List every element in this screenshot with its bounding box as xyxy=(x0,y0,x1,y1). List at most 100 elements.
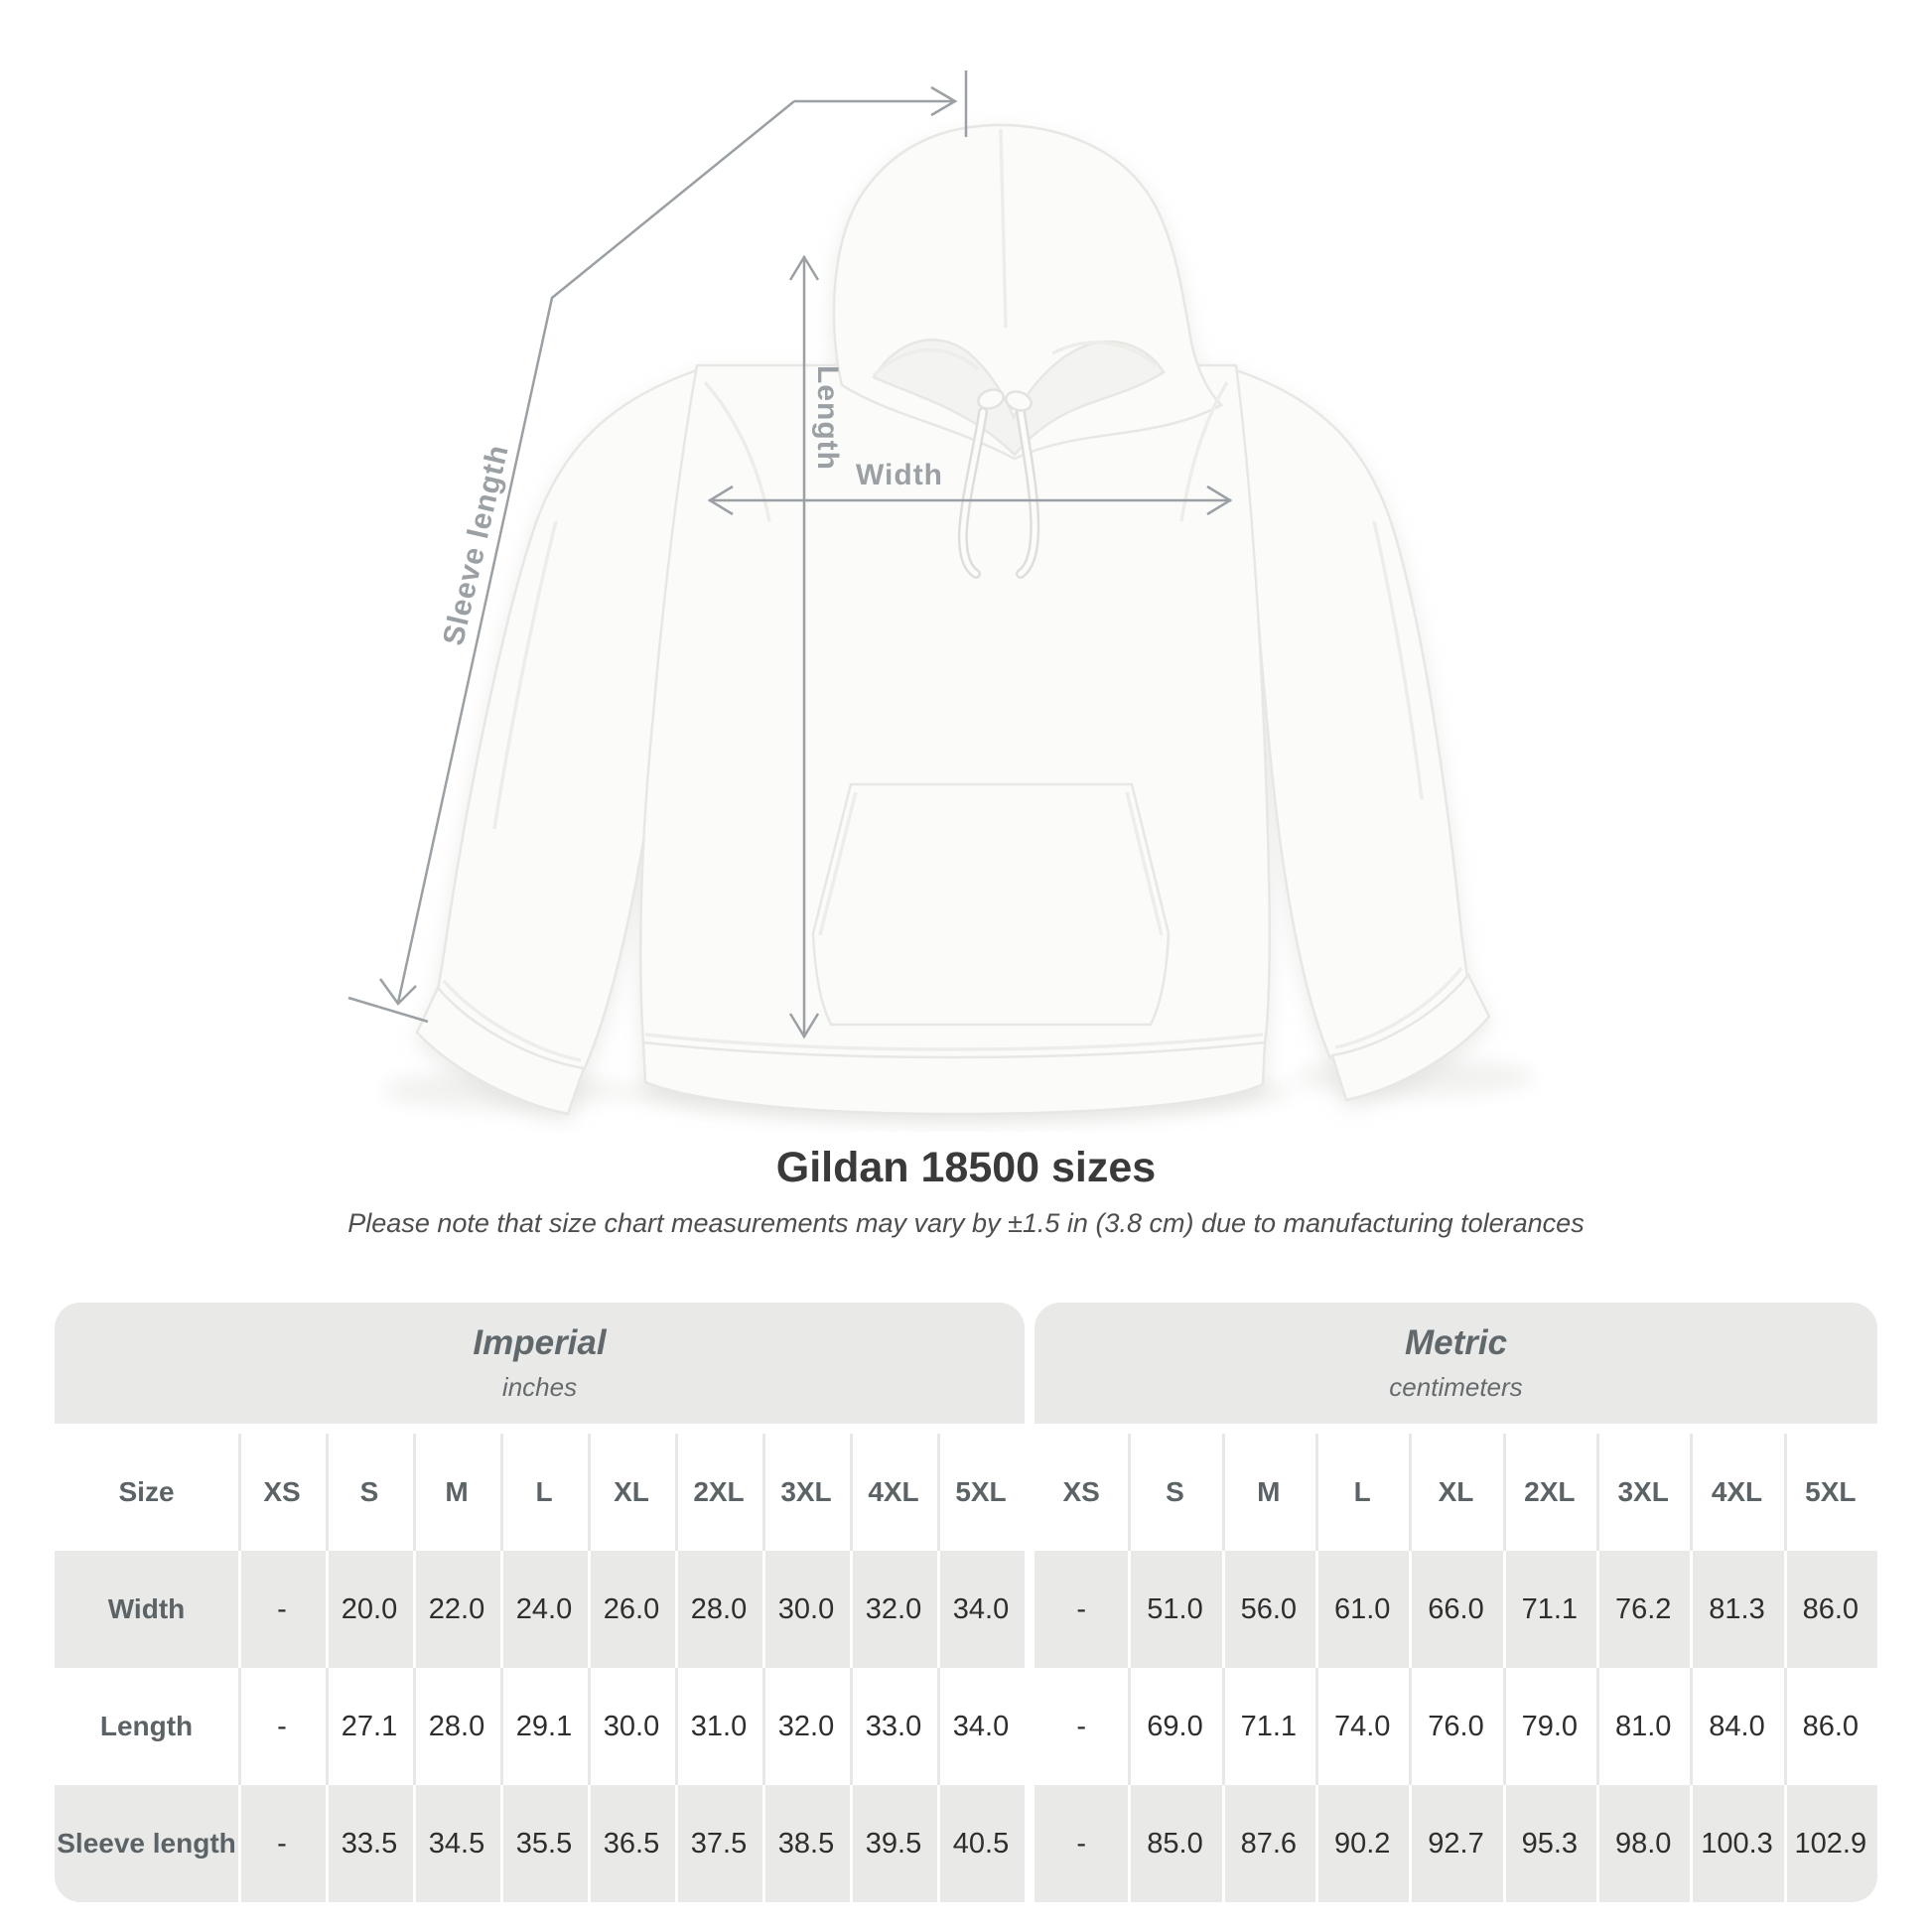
cell-sleeve-length-imperial-m: 34.5 xyxy=(413,1785,500,1902)
col-header-imperial-s: S xyxy=(326,1434,413,1551)
col-header-metric-l: L xyxy=(1315,1434,1410,1551)
column-gap-spacer xyxy=(1025,1785,1035,1902)
measurement-lines xyxy=(347,70,1233,1039)
column-gap-spacer xyxy=(1025,1434,1035,1551)
cell-length-metric-3xl: 81.0 xyxy=(1596,1668,1691,1785)
col-header-imperial-4xl: 4XL xyxy=(850,1434,937,1551)
column-gap-spacer xyxy=(1025,1668,1035,1785)
length-measure-label: Length xyxy=(811,365,844,471)
cell-width-metric-5xl: 86.0 xyxy=(1783,1551,1877,1668)
cell-sleeve-length-imperial-3xl: 38.5 xyxy=(762,1785,850,1902)
cell-width-metric-xl: 66.0 xyxy=(1409,1551,1503,1668)
cell-width-imperial-m: 22.0 xyxy=(413,1551,500,1668)
cell-sleeve-length-metric-m: 87.6 xyxy=(1221,1785,1315,1902)
imperial-band: Imperial inches xyxy=(55,1303,1025,1424)
col-header-metric-xl: XL xyxy=(1409,1434,1503,1551)
col-header-imperial-3xl: 3XL xyxy=(762,1434,850,1551)
band-gap xyxy=(55,1424,1877,1434)
cell-sleeve-length-imperial-2xl: 37.5 xyxy=(675,1785,762,1902)
title-block: Gildan 18500 sizes Please note that size… xyxy=(0,1144,1932,1239)
cell-sleeve-length-metric-5xl: 102.9 xyxy=(1783,1785,1877,1902)
row-label-length: Length xyxy=(55,1668,238,1785)
col-header-imperial-xs: XS xyxy=(238,1434,326,1551)
cell-sleeve-length-imperial-4xl: 39.5 xyxy=(850,1785,937,1902)
size-guide-figure: Length Width Sleeve length xyxy=(347,70,1534,1116)
cell-sleeve-length-metric-xs: - xyxy=(1035,1785,1129,1902)
garment-seams xyxy=(442,128,1463,1062)
cell-width-imperial-5xl: 34.0 xyxy=(937,1551,1025,1668)
cell-sleeve-length-imperial-xs: - xyxy=(238,1785,326,1902)
column-gap-spacer xyxy=(1025,1303,1035,1424)
cell-sleeve-length-imperial-5xl: 40.5 xyxy=(937,1785,1025,1902)
cell-length-metric-xl: 76.0 xyxy=(1409,1668,1503,1785)
cell-sleeve-length-imperial-s: 33.5 xyxy=(326,1785,413,1902)
length-arrow xyxy=(788,254,820,1039)
col-header-metric-3xl: 3XL xyxy=(1596,1434,1691,1551)
size-column-header: Size xyxy=(55,1434,238,1551)
col-header-imperial-2xl: 2XL xyxy=(675,1434,762,1551)
cell-sleeve-length-metric-4xl: 100.3 xyxy=(1690,1785,1784,1902)
width-measure-label: Width xyxy=(855,459,944,491)
cell-sleeve-length-metric-3xl: 98.0 xyxy=(1596,1785,1691,1902)
col-header-metric-4xl: 4XL xyxy=(1690,1434,1784,1551)
cell-sleeve-length-metric-l: 90.2 xyxy=(1315,1785,1410,1902)
metric-band-title: Metric xyxy=(1404,1323,1508,1362)
cell-length-metric-m: 71.1 xyxy=(1221,1668,1315,1785)
cell-sleeve-length-metric-xl: 92.7 xyxy=(1409,1785,1503,1902)
cell-length-metric-2xl: 79.0 xyxy=(1502,1668,1596,1785)
cell-width-metric-4xl: 81.3 xyxy=(1690,1551,1784,1668)
cell-length-metric-l: 74.0 xyxy=(1315,1668,1410,1785)
cell-width-imperial-xs: - xyxy=(238,1551,326,1668)
cell-length-imperial-xs: - xyxy=(238,1668,326,1785)
cell-length-imperial-l: 29.1 xyxy=(500,1668,588,1785)
cell-width-metric-m: 56.0 xyxy=(1221,1551,1315,1668)
col-header-imperial-xl: XL xyxy=(588,1434,675,1551)
tolerance-note: Please note that size chart measurements… xyxy=(347,1208,1585,1238)
cell-width-imperial-2xl: 28.0 xyxy=(675,1551,762,1668)
cell-length-imperial-xl: 30.0 xyxy=(588,1668,675,1785)
imperial-band-unit: inches xyxy=(501,1372,578,1402)
col-header-metric-2xl: 2XL xyxy=(1502,1434,1596,1551)
hoodie-product-image xyxy=(382,123,1534,1116)
col-header-imperial-m: M xyxy=(413,1434,500,1551)
col-header-metric-s: S xyxy=(1128,1434,1222,1551)
col-header-metric-xs: XS xyxy=(1035,1434,1129,1551)
column-gap-spacer xyxy=(1025,1551,1035,1668)
cell-width-imperial-l: 24.0 xyxy=(500,1551,588,1668)
col-header-metric-5xl: 5XL xyxy=(1783,1434,1877,1551)
cell-width-imperial-3xl: 30.0 xyxy=(762,1551,850,1668)
cell-width-metric-s: 51.0 xyxy=(1128,1551,1222,1668)
metric-band-unit: centimeters xyxy=(1389,1372,1523,1402)
cell-length-metric-4xl: 84.0 xyxy=(1690,1668,1784,1785)
cell-length-imperial-s: 27.1 xyxy=(326,1668,413,1785)
cell-width-metric-xs: - xyxy=(1035,1551,1129,1668)
cell-width-imperial-s: 20.0 xyxy=(326,1551,413,1668)
page-title: Gildan 18500 sizes xyxy=(775,1144,1157,1191)
col-header-imperial-l: L xyxy=(500,1434,588,1551)
cell-length-imperial-m: 28.0 xyxy=(413,1668,500,1785)
col-header-metric-m: M xyxy=(1221,1434,1315,1551)
cell-length-imperial-2xl: 31.0 xyxy=(675,1668,762,1785)
metric-band: Metric centimeters xyxy=(1035,1303,1877,1424)
cell-length-imperial-4xl: 33.0 xyxy=(850,1668,937,1785)
hoodie-garment xyxy=(415,123,1491,1116)
cell-width-metric-2xl: 71.1 xyxy=(1502,1551,1596,1668)
sleeve-length-arrow xyxy=(347,70,968,1024)
width-arrow xyxy=(707,484,1233,516)
row-label-sleeve-length: Sleeve length xyxy=(55,1785,238,1902)
col-header-imperial-5xl: 5XL xyxy=(937,1434,1025,1551)
cell-sleeve-length-metric-2xl: 95.3 xyxy=(1502,1785,1596,1902)
cell-length-imperial-3xl: 32.0 xyxy=(762,1668,850,1785)
cell-length-imperial-5xl: 34.0 xyxy=(937,1668,1025,1785)
size-table: Imperial inches Metric centimeters Size X… xyxy=(55,1303,1877,1902)
cell-length-metric-xs: - xyxy=(1035,1668,1129,1785)
cell-length-metric-5xl: 86.0 xyxy=(1783,1668,1877,1785)
cell-sleeve-length-imperial-xl: 36.5 xyxy=(588,1785,675,1902)
cell-sleeve-length-imperial-l: 35.5 xyxy=(500,1785,588,1902)
cell-length-metric-s: 69.0 xyxy=(1128,1668,1222,1785)
cell-width-imperial-xl: 26.0 xyxy=(588,1551,675,1668)
hood-drawstrings xyxy=(957,388,1040,579)
cell-width-metric-l: 61.0 xyxy=(1315,1551,1410,1668)
imperial-band-title: Imperial xyxy=(473,1323,607,1362)
cell-width-metric-3xl: 76.2 xyxy=(1596,1551,1691,1668)
